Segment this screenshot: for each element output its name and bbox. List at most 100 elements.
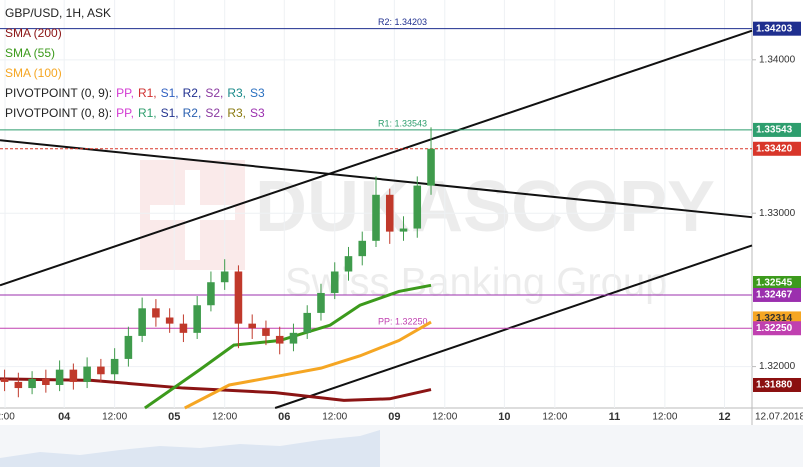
candle-body: [399, 228, 408, 232]
candle-body: [97, 366, 105, 375]
legend-item: S3: [250, 106, 265, 120]
watermark-logo: [140, 160, 245, 270]
trendline: [0, 29, 753, 287]
price-tag: [753, 21, 801, 36]
candle-body: [303, 312, 312, 333]
legend-item: PP,: [116, 106, 134, 120]
watermark: DUKASCOPY: [255, 167, 715, 247]
legend-entry: SMA (200): [5, 26, 62, 40]
plot: R2: 1.34203 R1: 1.33543 PP: 1.32250: [0, 0, 756, 410]
x-tick-label: 10: [498, 411, 510, 423]
candle-body: [344, 256, 353, 272]
x-tick-label: 06: [278, 411, 290, 423]
price-tag-label: 1.33420: [756, 143, 793, 154]
candle-body: [262, 328, 270, 336]
price-tag: [753, 122, 801, 137]
x-tick-label: 11: [609, 411, 621, 423]
price-tag-label: 1.34203: [756, 23, 793, 34]
level-text: PP: 1.32250: [378, 317, 428, 327]
candle-body: [28, 378, 36, 389]
candle-body: [289, 332, 298, 344]
candle-body: [69, 369, 78, 382]
legend-item: PP,: [116, 86, 134, 100]
candle-body: [0, 378, 9, 382]
x-tick-label: 12:00: [652, 412, 677, 423]
candle-body: [55, 369, 64, 385]
price-tag: [753, 141, 801, 156]
candle-body: [427, 148, 435, 186]
navigator-area: [0, 430, 380, 467]
candle-body: [110, 358, 119, 375]
x-tick-label: 12:00: [322, 412, 347, 423]
candle-body: [165, 317, 174, 324]
candle-body: [124, 335, 133, 359]
level-text: R2: 1.34203: [378, 17, 427, 27]
trendline: [274, 244, 753, 409]
candle-body: [372, 194, 380, 241]
watermark-sub: Swiss Banking Group: [285, 261, 667, 305]
price-tag-label: 1.31880: [756, 380, 793, 391]
candle-body: [275, 335, 284, 344]
price-tag-label: 1.33543: [756, 125, 793, 136]
price-tag: [753, 377, 801, 392]
date-label: 12.07.2018: [755, 412, 803, 423]
legend-entry: PIVOTPOINT (0, 9): PP, R1, S1, R2, S2, R3, S3: [5, 86, 265, 100]
candle-body: [193, 305, 201, 333]
legend-item: S2,: [205, 106, 223, 120]
candle-body: [330, 271, 339, 293]
candle-body: [248, 323, 256, 329]
legend-item: S3: [250, 86, 265, 100]
legend-item: S1,: [161, 106, 179, 120]
legend-item: R2,: [183, 106, 202, 120]
candle-body: [385, 194, 394, 232]
legend-item: S2,: [205, 86, 223, 100]
legend-item: S1,: [161, 86, 179, 100]
legend: GBP/USD, 1H, ASK SMA (200) SMA (55) SMA (10…: [5, 6, 265, 120]
y-tick-label: 1.34000: [759, 54, 796, 65]
candle-body: [138, 308, 146, 336]
legend-item: R1,: [138, 106, 157, 120]
legend-title: GBP/USD, 1H, ASK: [5, 6, 111, 20]
price-tag: [753, 287, 801, 302]
x-tick-label: 12: [718, 411, 730, 423]
x-tick-label: 12:00: [102, 412, 127, 423]
x-tick-label: 12:00: [432, 412, 457, 423]
candle-body: [413, 185, 422, 229]
level-text: R1: 1.33543: [378, 118, 427, 128]
x-tick-label: 04: [58, 411, 71, 423]
x-tick-label: 12:00: [542, 412, 567, 423]
legend-item: R2,: [183, 86, 202, 100]
legend-item: R3,: [227, 106, 246, 120]
sma-line: [184, 320, 432, 410]
candle-body: [179, 323, 188, 333]
x-tick-label: 05: [168, 411, 180, 423]
price-tag-label: 1.32314: [756, 313, 793, 324]
candle-body: [234, 271, 243, 324]
legend-entry: SMA (100): [5, 66, 62, 80]
candle-body: [220, 271, 229, 283]
candle-body: [152, 308, 160, 318]
x-tick-label: 12:00: [212, 412, 237, 423]
x-tick-label: 2:00: [0, 412, 15, 423]
candle-body: [83, 366, 91, 382]
candle-body: [42, 378, 50, 385]
legend-name: PIVOTPOINT (0, 8):: [5, 106, 112, 120]
price-tag: [753, 321, 801, 336]
y-tick-label: 1.32000: [759, 361, 796, 372]
legend-entry: PIVOTPOINT (0, 8): PP, R1, S1, R2, S2, R3, S3: [5, 106, 265, 120]
price-tag-label: 1.32250: [756, 323, 793, 334]
candle-body: [14, 381, 23, 389]
sma-line: [0, 377, 432, 402]
legend-item: R3,: [227, 86, 246, 100]
x-tick-label: 09: [388, 411, 400, 423]
legend-name: PIVOTPOINT (0, 9):: [5, 86, 112, 100]
price-tag: [753, 275, 801, 290]
candle-body: [317, 292, 325, 313]
price-tag-label: 1.32545: [756, 278, 793, 289]
legend-entry: SMA (55): [5, 46, 55, 60]
legend-item: R1,: [138, 86, 157, 100]
y-tick-label: 1.33000: [759, 208, 796, 219]
candle-body: [358, 240, 367, 257]
